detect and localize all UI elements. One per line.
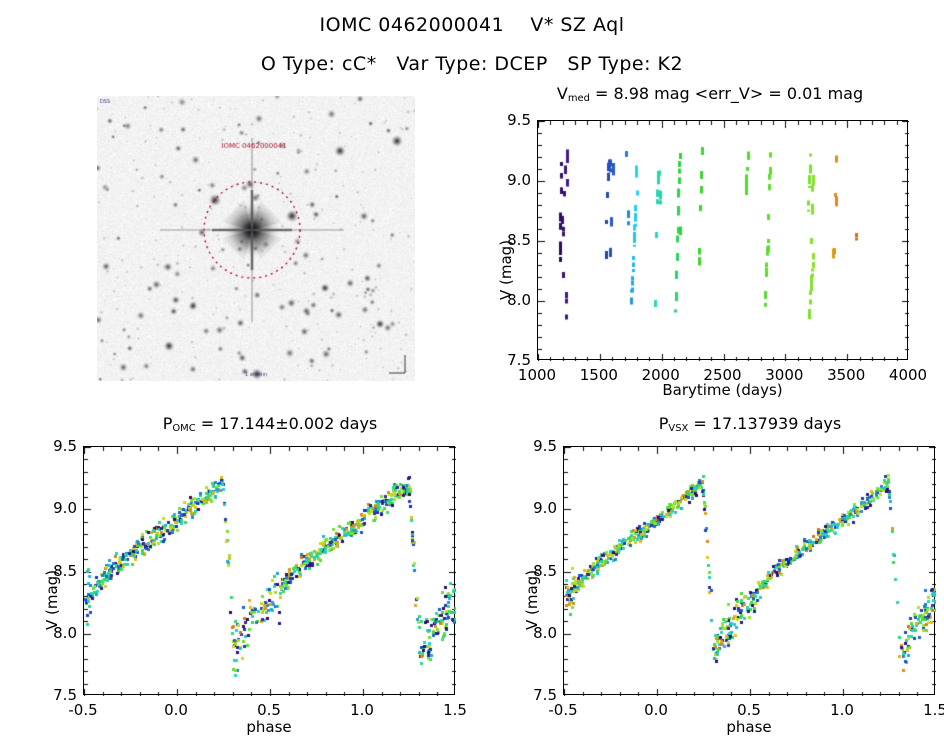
vsx-plot-frame xyxy=(563,446,936,696)
x-tick-label: 3500 xyxy=(827,366,866,384)
y-tick-label: 9.5 xyxy=(507,111,531,129)
vsx-period-title: PVSX = 17.137939 days xyxy=(540,414,944,434)
object-type-subtitle: O Type: cC* Var Type: DCEP SP Type: K2 xyxy=(260,53,684,75)
page-title: IOMC 0462000041 V* SZ Aql xyxy=(319,14,625,36)
omc-plot-frame xyxy=(83,446,456,696)
x-tick-label: 0.0 xyxy=(644,701,668,719)
x-tick-label: -0.5 xyxy=(68,701,98,719)
y-tick-label: 9.0 xyxy=(507,171,531,189)
vsx-plot-canvas xyxy=(564,447,936,696)
omc-subscript: OMC xyxy=(172,423,196,435)
omc-rest: = 17.144±0.002 days xyxy=(195,414,378,433)
x-tick-label: 0.5 xyxy=(737,701,761,719)
omc-x-axis-title: phase xyxy=(246,718,292,736)
x-tick-label: 2000 xyxy=(641,366,680,384)
finder-chart-image xyxy=(97,96,415,381)
lightcurve-title: Vmed = 8.98 mag <err_V> = 0.01 mag xyxy=(480,84,940,104)
y-tick-label: 9.5 xyxy=(533,437,557,455)
finder-chart xyxy=(97,96,415,381)
x-tick-label: 1500 xyxy=(579,366,618,384)
barytime-plot-frame xyxy=(537,120,909,361)
x-tick-label: 1.5 xyxy=(923,701,944,719)
x-tick-label: 3000 xyxy=(765,366,804,384)
y-tick-label: 9.5 xyxy=(53,437,77,455)
vmed-subscript: med xyxy=(567,93,590,105)
x-tick-label: 0.0 xyxy=(164,701,188,719)
y-tick-label: 7.5 xyxy=(53,686,77,704)
y-tick-label: 7.5 xyxy=(507,351,531,369)
y-tick-label: 8.5 xyxy=(53,561,77,580)
vsx-rest: = 17.137939 days xyxy=(688,414,842,433)
omc-period-title: POMC = 17.144±0.002 days xyxy=(60,414,480,434)
x-tick-label: 0.5 xyxy=(257,701,281,719)
y-tick-label: 8.5 xyxy=(533,561,557,580)
vmed-rest: = 8.98 mag <err_V> = 0.01 mag xyxy=(589,84,864,103)
x-tick-label: 1.0 xyxy=(350,701,374,719)
x-tick-label: 1.0 xyxy=(830,701,854,719)
barytime-plot-canvas xyxy=(538,121,909,361)
x-tick-label: 1.5 xyxy=(443,701,467,719)
x-tick-label: 1000 xyxy=(517,366,557,384)
x-tick-label: 2500 xyxy=(703,366,742,384)
barytime-x-axis-title: Barytime (days) xyxy=(662,381,783,399)
omc-prefix: P xyxy=(162,414,173,433)
x-tick-label: 4000 xyxy=(888,366,928,384)
y-tick-label: 9.0 xyxy=(53,499,77,518)
y-tick-label: 7.5 xyxy=(533,686,557,704)
x-tick-label: -0.5 xyxy=(548,701,578,719)
y-tick-label: 8.5 xyxy=(507,231,531,249)
vmed-prefix: V xyxy=(556,84,568,103)
y-tick-label: 8.0 xyxy=(507,291,531,309)
y-tick-label: 8.0 xyxy=(53,623,77,642)
vsx-x-axis-title: phase xyxy=(726,718,772,736)
vsx-subscript: VSX xyxy=(668,423,689,435)
y-tick-label: 9.0 xyxy=(533,499,557,518)
vsx-prefix: P xyxy=(658,414,669,433)
y-tick-label: 8.0 xyxy=(533,623,557,642)
omc-plot-canvas xyxy=(84,447,456,696)
